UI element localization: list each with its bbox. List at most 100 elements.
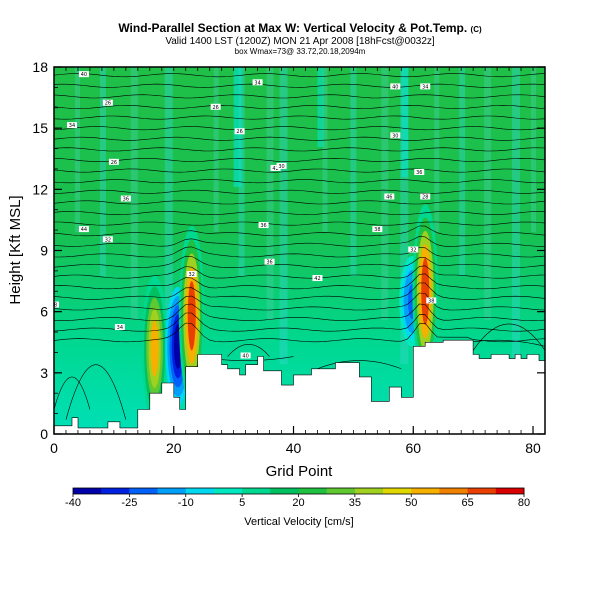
- contour-label-bg: [420, 193, 431, 200]
- contour-label: 42: [270, 164, 281, 172]
- contour-label: 28: [420, 193, 431, 200]
- colorbar-swatch: [270, 488, 299, 494]
- contour-label-text: 36: [416, 170, 422, 176]
- copyright-mark: (C): [470, 25, 482, 34]
- colorbar-swatch: [101, 488, 130, 494]
- colorbar-swatch: [73, 488, 102, 494]
- cyan-streak: [164, 67, 173, 365]
- y-axis-title: Height [Kft MSL]: [7, 195, 24, 304]
- contour-label-text: 40: [242, 354, 248, 360]
- theta-contour: [54, 136, 545, 141]
- contour-label: 28: [51, 301, 59, 309]
- contour-label: 26: [108, 158, 119, 166]
- contour-label-bg: [78, 226, 89, 233]
- contour-label-bg: [390, 132, 401, 139]
- theta-contour: [54, 211, 545, 215]
- contour-label: 40: [240, 352, 251, 360]
- contour-label-text: 40: [81, 72, 87, 78]
- contour-label-text: 36: [260, 223, 266, 229]
- contour-label-text: 44: [81, 227, 87, 233]
- contour-label-bg: [120, 195, 131, 202]
- contour-label: 42: [312, 275, 323, 282]
- contour-label: 34: [420, 83, 431, 90]
- title-block: Wind-Parallel Section at Max W: Vertical…: [0, 22, 600, 57]
- colorbar-tick-label: 35: [349, 497, 361, 509]
- contour-label-bg: [414, 169, 425, 176]
- theta-contour: [54, 200, 545, 205]
- contour-label-text: 30: [278, 164, 284, 170]
- y-tick-label: 15: [32, 120, 48, 136]
- contour-label: 36: [414, 169, 425, 176]
- theta-contour: [54, 83, 545, 88]
- contour-label-bg: [234, 128, 245, 135]
- theta-contour: [54, 303, 545, 321]
- x-tick-label: 0: [50, 440, 58, 456]
- theta-contour: [54, 322, 545, 343]
- cyan-streak: [266, 67, 274, 321]
- cyan-streak: [531, 67, 537, 233]
- contour-label: 26: [234, 128, 245, 135]
- theta-contour: [54, 168, 545, 173]
- theta-contour: [54, 147, 545, 152]
- contour-label: 34: [114, 323, 125, 331]
- contour-label-bg: [108, 158, 119, 165]
- contour-label: 26: [210, 103, 221, 111]
- colorbar-swatch: [213, 488, 243, 494]
- contour-label-bg: [186, 270, 197, 277]
- cyan-streak: [130, 67, 138, 321]
- contour-label: 32: [408, 246, 419, 254]
- contour-label-bg: [102, 236, 113, 243]
- contour-label-bg: [102, 99, 113, 106]
- contour-label-bg: [372, 226, 383, 233]
- theta-contour: [317, 360, 402, 370]
- theta-contour: [54, 255, 545, 268]
- y-tick-label: 6: [40, 304, 48, 320]
- contour-label: 36: [120, 195, 131, 203]
- theta-contour: [54, 246, 545, 258]
- theta-contour-labels: 40 26 26 34 34 34 26 30 26 42 36 36 46 44 36 38 32 36 42 32…: [51, 71, 437, 360]
- chart-subtitle-wmax: box Wmax=73@ 33.72,20.18,2094m: [234, 47, 366, 56]
- theta-contour: [54, 73, 545, 78]
- contour-label-bg: [210, 103, 221, 110]
- colorbar-tick-label: 50: [405, 497, 417, 509]
- x-axis-title: Grid Point: [266, 463, 334, 480]
- contour-label-bg: [312, 275, 323, 282]
- cyan-streak: [317, 67, 324, 147]
- cyan-streak: [400, 67, 409, 365]
- cyan-streak: [279, 67, 288, 365]
- cyan-streak: [233, 67, 242, 187]
- contour-label-text: 32: [105, 237, 111, 243]
- contour-label-text: 42: [314, 276, 320, 282]
- theta-contour: [54, 235, 545, 247]
- colorbar-swatch: [411, 488, 440, 494]
- x-axis: 0 20 40 60 80: [50, 67, 546, 456]
- colorbar-title: Vertical Velocity [cm/s]: [244, 516, 353, 528]
- contour-label-text: 32: [410, 248, 416, 254]
- cyan-streak: [74, 67, 80, 233]
- colorbar-swatch: [495, 488, 525, 494]
- contour-label-text: 28: [51, 303, 57, 309]
- contour-label-text: 34: [69, 123, 75, 129]
- contour-label-text: 38: [374, 227, 380, 233]
- theta-contour: [54, 189, 545, 194]
- theta-contour: [54, 292, 545, 311]
- x-tick-label: 20: [166, 440, 182, 456]
- contour-label-text: 34: [117, 325, 123, 331]
- contour-label: 32: [186, 270, 197, 278]
- theta-contour: [65, 364, 127, 420]
- x-tick-label: 60: [405, 440, 421, 456]
- y-tick-label: 12: [32, 181, 48, 197]
- contour-label-bg: [426, 297, 437, 304]
- chart-subtitle: Valid 1400 LST (1200Z) MON 21 Apr 2008 […: [165, 36, 435, 47]
- chart-title: Wind-Parallel Section at Max W: Vertical…: [0, 22, 600, 36]
- colorbar: -40 -25 -10 5 20 35 50 65 80: [65, 487, 530, 509]
- contour-label-text: 42: [272, 166, 278, 172]
- contour-label: 34: [66, 122, 77, 129]
- y-tick-label: 18: [32, 59, 48, 75]
- theta-contour: [54, 157, 545, 162]
- y-tick-label: 9: [40, 243, 48, 259]
- contour-label: 38: [426, 297, 437, 304]
- contour-label-bg: [420, 83, 431, 90]
